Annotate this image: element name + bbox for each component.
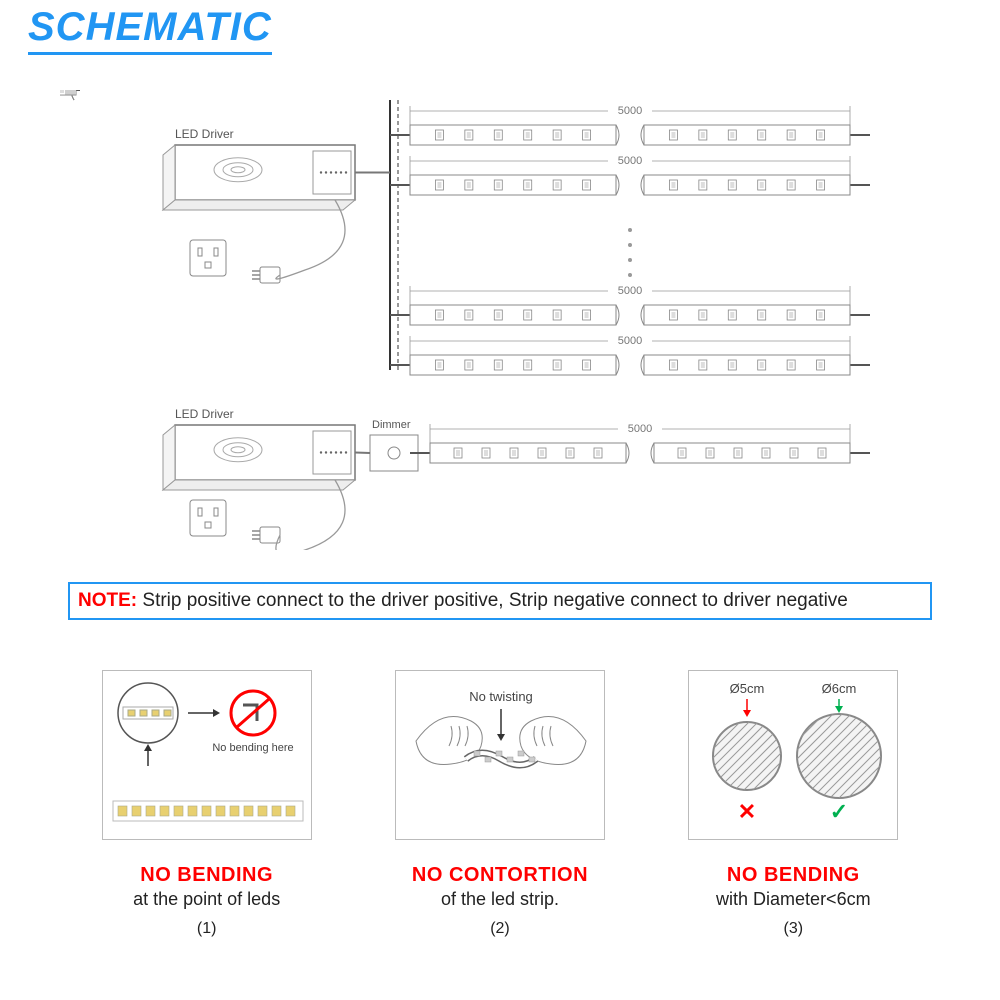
- svg-text:LED Driver: LED Driver: [175, 127, 234, 141]
- panel-number: (1): [72, 920, 342, 938]
- schematic-diagram: 5000 5000 5000 5000 LED Driver LED Driver Dimm…: [60, 90, 940, 540]
- svg-text:No bending here: No bending here: [212, 742, 293, 754]
- panel-2: No twisting NO CONTORTIONof the led strip…: [365, 670, 635, 938]
- svg-text:Dimmer: Dimmer: [372, 419, 411, 431]
- note-box: NOTE: Strip positive connect to the driv…: [68, 582, 932, 620]
- panel-illustration: No bending here: [102, 670, 312, 840]
- svg-text:No twisting: No twisting: [469, 689, 533, 704]
- panel-subtitle: with Diameter<6cm: [658, 889, 928, 910]
- panel-number: (2): [365, 920, 635, 938]
- svg-text:5000: 5000: [618, 285, 642, 297]
- note-text: Strip positive connect to the driver pos…: [142, 590, 848, 611]
- page-title: SCHEMATIC: [28, 5, 272, 55]
- note-label: NOTE:: [78, 590, 137, 611]
- panel-title: NO BENDING: [72, 864, 342, 887]
- panel-number: (3): [658, 920, 928, 938]
- svg-text:Ø5cm: Ø5cm: [730, 681, 765, 696]
- svg-text:5000: 5000: [618, 105, 642, 117]
- panel-1: No bending here NO BENDINGat the point of…: [72, 670, 342, 938]
- svg-text:LED Driver: LED Driver: [175, 407, 234, 421]
- svg-text:Ø6cm: Ø6cm: [822, 681, 857, 696]
- panel-3: Ø5cm ✕ Ø6cm ✓ NO BENDINGwith Diameter<6cm (3): [658, 670, 928, 938]
- panel-subtitle: at the point of leds: [72, 889, 342, 910]
- panel-illustration: No twisting: [395, 670, 605, 840]
- svg-text:5000: 5000: [618, 155, 642, 167]
- svg-text:✕: ✕: [738, 799, 756, 824]
- svg-text:5000: 5000: [618, 335, 642, 347]
- panel-illustration: Ø5cm ✕ Ø6cm ✓: [688, 670, 898, 840]
- panels-row: No bending hereNO BENDINGat the point of…: [0, 670, 1000, 938]
- svg-text:✓: ✓: [830, 799, 848, 824]
- panel-title: NO CONTORTION: [365, 864, 635, 887]
- panel-subtitle: of the led strip.: [365, 889, 635, 910]
- svg-text:5000: 5000: [628, 423, 652, 435]
- panel-title: NO BENDING: [658, 864, 928, 887]
